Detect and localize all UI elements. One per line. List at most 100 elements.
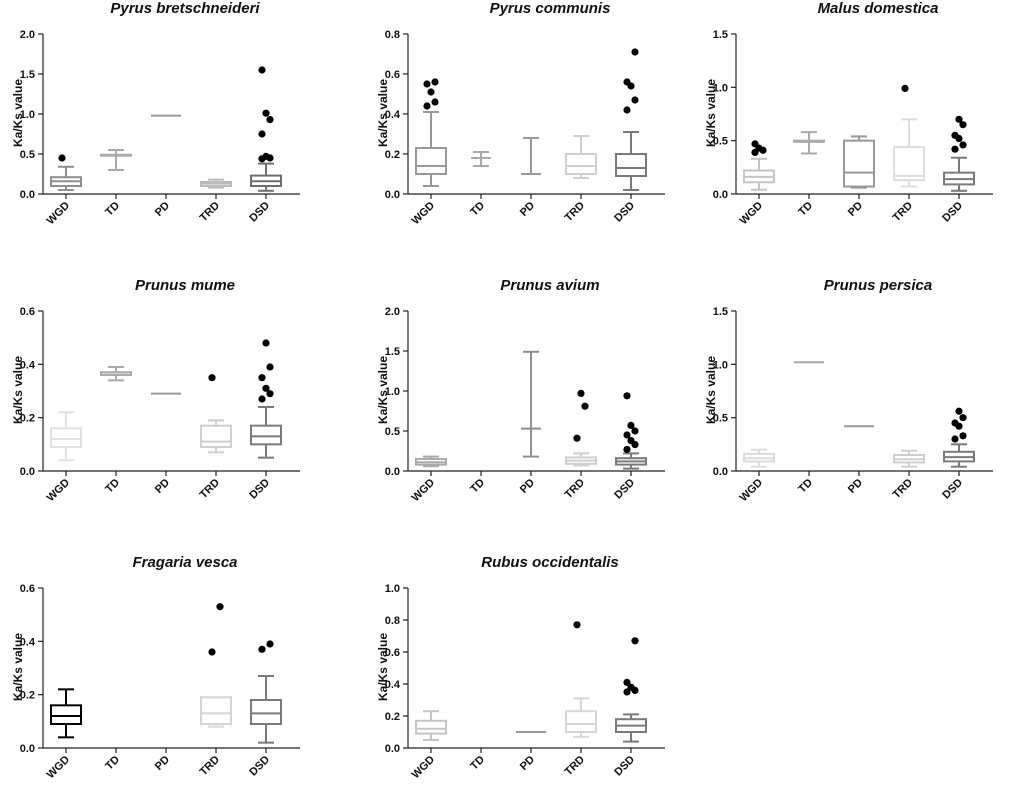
x-tick-label: WGD: [45, 754, 73, 782]
panel-pyrus-communis: Pyrus communis Ka/Ks value 0.0 0.2 0.4 0.6 0…: [365, 0, 695, 246]
x-tick-label: PD: [518, 754, 537, 773]
panel-rubus-occidentalis: Rubus occidentalis Ka/Ks value 0.0 0.2 0.4…: [365, 554, 695, 800]
y-tick-label: 0.0: [385, 466, 400, 478]
outlier-point: [623, 678, 631, 686]
y-tick-label: 1.5: [385, 346, 400, 358]
box-plot: 0.0 0.2 0.4 0.6 0.8 WGD TD PD TRD DSD: [385, 29, 665, 227]
y-tick-label: 0.0: [385, 189, 400, 201]
outlier-point: [266, 116, 274, 124]
x-tick-label: DSD: [940, 477, 965, 502]
outlier-point: [423, 102, 431, 110]
y-tick-label: 0.6: [20, 306, 35, 318]
box-plot: 0.0 0.5 1.0 1.5 2.0 WGD TD PD TRD DSD: [20, 29, 300, 227]
x-tick-label: TD: [103, 477, 122, 496]
outlier-point: [262, 339, 270, 347]
y-tick-label: 0.4: [385, 109, 401, 121]
outlier-point: [423, 80, 431, 88]
x-tick-label: DSD: [940, 200, 965, 225]
y-tick-label: 0.6: [385, 69, 400, 81]
box-dsd: [615, 48, 647, 191]
x-tick-label: TD: [468, 477, 487, 496]
outlier-point: [959, 121, 967, 129]
outlier-point: [266, 390, 274, 398]
outlier-point: [623, 688, 631, 696]
x-tick-label: TD: [796, 477, 815, 496]
box-plot: 0.0 0.2 0.4 0.6 WGD TD PD TRD DSD: [20, 583, 300, 782]
x-tick-label: WGD: [45, 477, 73, 505]
y-tick-label: 2.0: [20, 29, 35, 41]
iqr-box: [893, 146, 925, 182]
box-pd: [843, 135, 875, 189]
panel-title: Fragaria vesca: [132, 554, 238, 571]
x-tick-label: DSD: [612, 200, 637, 225]
y-tick-label: 0.5: [20, 149, 35, 161]
panel-prunus-mume: Prunus mume Ka/Ks value 0.0 0.2 0.4 0.6 WGD T…: [0, 277, 330, 523]
x-tick-label: WGD: [410, 754, 438, 782]
box-plot: 0.0 0.2 0.4 0.6 WGD TD PD TRD DSD: [20, 306, 300, 505]
y-tick-label: 0.5: [713, 136, 728, 148]
box-wgd: [743, 448, 775, 468]
panel-fragaria-vesca: Fragaria vesca Ka/Ks value 0.0 0.2 0.4 0.6 W…: [0, 554, 330, 800]
box-pd: [521, 350, 541, 458]
outlier-point: [631, 427, 639, 435]
box-dsd: [250, 339, 282, 459]
outlier-point: [58, 154, 66, 162]
outlier-point: [262, 109, 270, 117]
outlier-point: [216, 603, 224, 611]
x-tick-label: PD: [846, 477, 865, 496]
y-tick-label: 0.6: [385, 647, 400, 659]
y-tick-label: 0.0: [20, 743, 35, 755]
y-tick-label: 1.0: [713, 359, 728, 371]
box-trd: [893, 84, 925, 188]
y-tick-label: 0.2: [385, 149, 400, 161]
outlier-point: [631, 48, 639, 56]
x-tick-label: PD: [518, 477, 537, 496]
outlier-point: [573, 434, 581, 442]
y-tick-label: 2.0: [385, 306, 400, 318]
outlier-point: [623, 431, 631, 439]
x-tick-label: DSD: [612, 754, 637, 779]
x-tick-label: PD: [518, 200, 537, 219]
panel-title: Pyrus bretschneideri: [110, 0, 260, 17]
panel-title: Prunus avium: [500, 277, 600, 294]
y-tick-label: 1.5: [713, 29, 728, 41]
x-tick-label: DSD: [612, 477, 637, 502]
box-pd: [521, 137, 541, 175]
outlier-point: [901, 84, 909, 92]
x-tick-label: DSD: [247, 200, 272, 225]
outlier-point: [258, 374, 266, 382]
x-tick-label: TRD: [198, 477, 223, 502]
panel-title: Prunus mume: [134, 277, 236, 294]
panel-prunus-persica: Prunus persica Ka/Ks value 0.0 0.5 1.0 1.5 W…: [693, 277, 1023, 523]
x-tick-label: TRD: [198, 754, 223, 779]
iqr-box: [200, 424, 232, 449]
outlier-point: [623, 106, 631, 114]
box-td: [100, 149, 132, 171]
outlier-point: [266, 363, 274, 371]
y-tick-label: 0.2: [20, 413, 35, 425]
x-tick-label: WGD: [410, 477, 438, 505]
outlier-point: [627, 421, 635, 429]
panel-prunus-avium: Prunus avium Ka/Ks value 0.0 0.5 1.0 1.5 2.0…: [365, 277, 695, 523]
y-tick-label: 0.2: [20, 690, 35, 702]
panel-pyrus-bretschneideri: Pyrus bretschneideri Ka/Ks value 0.0 0.5 1…: [0, 0, 330, 246]
iqr-box: [415, 147, 447, 175]
y-tick-label: 0.0: [713, 466, 728, 478]
box-trd: [565, 621, 597, 738]
box-plot: 0.0 0.5 1.0 1.5 WGD TD PD TRD DSD: [713, 29, 993, 227]
outlier-point: [627, 437, 635, 445]
panel-title: Rubus occidentalis: [481, 554, 619, 571]
box-td: [100, 366, 132, 382]
x-tick-label: TD: [103, 200, 122, 219]
x-tick-label: TD: [796, 200, 815, 219]
outlier-point: [751, 140, 759, 148]
y-tick-label: 1.5: [20, 69, 35, 81]
y-tick-label: 0.0: [20, 466, 35, 478]
box-dsd: [250, 66, 282, 192]
outlier-point: [951, 419, 959, 427]
x-tick-label: PD: [153, 477, 172, 496]
box-wgd: [50, 688, 82, 739]
box-wgd: [415, 710, 447, 741]
box-dsd: [943, 115, 975, 192]
